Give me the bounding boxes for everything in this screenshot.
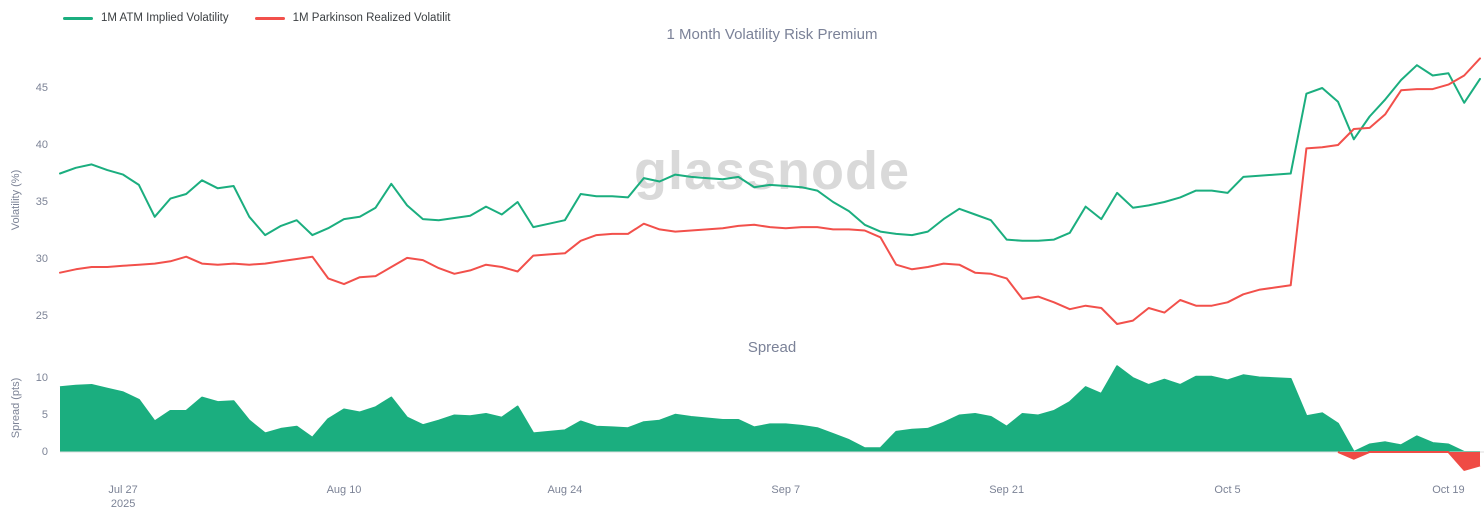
date-tick-sep-21: Sep 21 [989, 484, 1025, 496]
volatility-tick-35: 35 [35, 196, 48, 208]
date-tick-jul-27: Jul 27 2025 [108, 484, 138, 510]
realized-volatility-line-swatch [254, 16, 285, 20]
date-tick-oct-5: Oct 5 [1214, 484, 1241, 496]
date-tick-oct-19: Oct 19 [1432, 484, 1465, 496]
legend-item-realized-volatility[interactable]: 1M Parkinson Realized Volatilit [254, 12, 451, 24]
spread-negative-area [1338, 452, 1480, 470]
legend-item-implied-volatility[interactable]: 1M ATM Implied Volatility [63, 12, 229, 24]
chart-title: 1 Month Volatility Risk Premium [666, 26, 878, 43]
spread-tick-10: 10 [35, 371, 48, 384]
realized-volatility-line [59, 57, 1481, 325]
spread-area-plot[interactable] [59, 365, 1484, 475]
date-tick-sep-7: Sep 7 [771, 484, 801, 496]
spread-positive-area [60, 366, 1480, 452]
implied-volatility-line [59, 64, 1481, 242]
spread-positive-edge [59, 365, 1480, 453]
volatility-tick-30: 30 [35, 253, 48, 265]
legend-label-implied: 1M ATM Implied Volatility [101, 12, 229, 24]
spread-negative-edge [1337, 451, 1481, 471]
volatility-tick-25: 25 [35, 310, 48, 322]
glassnode-watermark: glassnode [633, 141, 911, 201]
date-tick-aug-10: Aug 10 [326, 484, 362, 496]
implied-volatility-line-swatch [63, 16, 93, 20]
legend-label-realized: 1M Parkinson Realized Volatilit [292, 12, 451, 24]
spread-tick-0: 0 [41, 446, 48, 458]
volatility-lines-plot[interactable] [59, 57, 1484, 340]
date-tick-aug-24: Aug 24 [547, 484, 583, 496]
volatility-tick-45: 45 [35, 82, 48, 94]
volatility-tick-40: 40 [35, 139, 48, 151]
chart-legend: 1M ATM Implied Volatility 1M Parkinson R… [63, 12, 451, 24]
spread-subtitle: Spread [747, 339, 797, 356]
spread-tick-5: 5 [41, 408, 48, 421]
